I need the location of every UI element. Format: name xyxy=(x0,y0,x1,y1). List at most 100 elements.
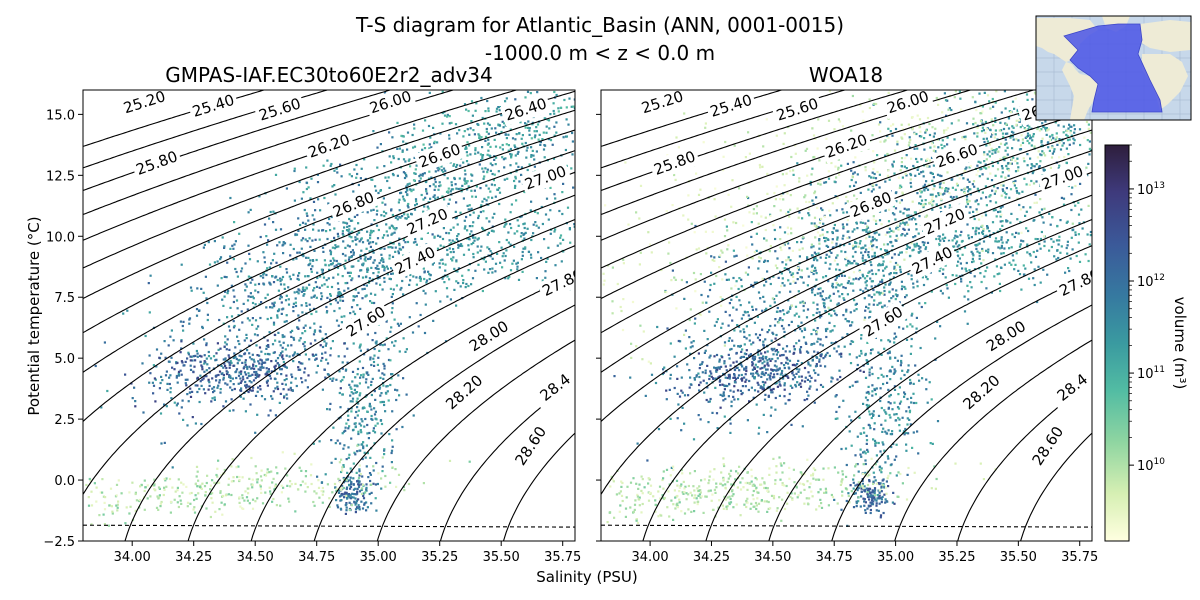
right-density-cell-261 xyxy=(752,341,755,344)
left-density-cell-209 xyxy=(386,179,389,183)
left-density-cell-1602 xyxy=(549,139,553,142)
left-density-cell-2979 xyxy=(545,260,548,263)
left-density-cell-271 xyxy=(285,366,288,369)
left-density-cell-1973 xyxy=(225,348,228,351)
left-density-cell-1273 xyxy=(321,284,324,287)
left-density-cell-1525 xyxy=(466,154,469,157)
left-density-cell-840 xyxy=(536,212,539,215)
left-density-cell-1990 xyxy=(274,377,277,381)
right-density-cell-395 xyxy=(810,288,814,292)
left-density-cell-2540 xyxy=(272,477,275,480)
right-density-cell-69 xyxy=(748,301,751,304)
right-density-cell-1472 xyxy=(1087,162,1090,165)
right-density-cell-626 xyxy=(751,305,754,308)
left-density-cell-1674 xyxy=(241,361,244,364)
left-density-cell-123 xyxy=(181,399,184,402)
left-density-cell-1645 xyxy=(222,366,225,369)
left-density-cell-1388 xyxy=(545,131,548,134)
left-density-cell-941 xyxy=(515,199,518,202)
right-density-cell-389 xyxy=(694,317,697,320)
left-density-cell-1672 xyxy=(260,363,263,366)
left-density-cell-2011 xyxy=(353,451,356,454)
left-density-cell-1709 xyxy=(224,364,227,368)
left-density-cell-2095 xyxy=(380,392,383,395)
right-density-cell-659 xyxy=(878,302,881,305)
left-density-cell-1253 xyxy=(304,228,307,231)
right-density-cell-135 xyxy=(875,239,878,242)
right-density-cell-675 xyxy=(802,304,805,308)
left-density-cell-48 xyxy=(257,368,260,371)
left-density-cell-1183 xyxy=(459,164,462,167)
left-density-cell-1864 xyxy=(291,354,295,357)
left-density-cell-2083 xyxy=(367,373,370,376)
left-density-cell-58 xyxy=(309,326,312,329)
right-density-cell-234 xyxy=(688,336,691,339)
right-density-cell-609 xyxy=(817,287,820,291)
right-density-cell-1304 xyxy=(825,237,828,240)
left-density-cell-420 xyxy=(419,313,422,317)
left-density-cell-1305 xyxy=(293,291,296,294)
left-density-cell-1058 xyxy=(433,178,437,181)
right-density-cell-82 xyxy=(878,233,881,236)
right-density-cell-335 xyxy=(835,256,838,259)
left-density-cell-2828 xyxy=(412,241,416,244)
right-density-cell-1495 xyxy=(893,172,896,175)
right-density-cell-1150 xyxy=(879,121,882,124)
left-density-cell-903 xyxy=(322,229,325,232)
right-density-cell-345 xyxy=(909,181,912,185)
left-density-cell-2201 xyxy=(362,376,365,379)
left-xtick-label-3: 34.75 xyxy=(298,550,335,565)
right-density-cell-1155 xyxy=(787,310,790,313)
right-density-cell-709 xyxy=(929,193,932,196)
left-density-cell-490 xyxy=(303,341,306,344)
left-density-cell-1467 xyxy=(536,123,540,126)
right-density-cell-1615 xyxy=(743,376,746,379)
left-density-cell-504 xyxy=(352,299,355,302)
left-density-cell-2583 xyxy=(168,477,172,481)
left-density-cell-1191 xyxy=(457,233,460,236)
left-density-cell-1934 xyxy=(191,359,194,362)
right-density-cell-272 xyxy=(812,269,815,272)
right-density-cell-463 xyxy=(753,281,756,284)
left-density-cell-2502 xyxy=(304,470,308,473)
left-density-cell-128 xyxy=(316,173,319,176)
left-density-cell-1440 xyxy=(475,102,478,105)
left-density-cell-717 xyxy=(425,190,428,193)
left-density-cell-1535 xyxy=(461,188,464,191)
left-density-cell-694 xyxy=(311,265,314,268)
left-density-cell-1701 xyxy=(315,357,318,360)
left-density-cell-208 xyxy=(283,287,286,290)
right-density-cell-1314 xyxy=(859,276,862,280)
right-density-cell-401 xyxy=(903,228,906,231)
left-density-cell-1093 xyxy=(513,179,516,183)
right-density-cell-1105 xyxy=(833,180,836,183)
left-density-cell-668 xyxy=(228,409,231,412)
right-density-cell-1128 xyxy=(766,350,769,353)
left-density-cell-49 xyxy=(373,219,376,222)
right-density-cell-219 xyxy=(854,303,857,306)
right-density-cell-360 xyxy=(805,316,809,319)
left-density-cell-2675 xyxy=(395,485,398,488)
left-density-cell-1508 xyxy=(501,143,504,147)
left-density-cell-725 xyxy=(391,225,395,228)
left-density-cell-749 xyxy=(502,158,505,161)
right-density-cell-315 xyxy=(881,278,884,281)
left-density-cell-1545 xyxy=(463,182,467,185)
left-density-cell-1477 xyxy=(521,134,524,137)
left-density-cell-1662 xyxy=(264,361,267,364)
left-density-cell-2275 xyxy=(348,453,351,456)
left-density-cell-1324 xyxy=(422,143,425,146)
left-density-cell-2795 xyxy=(414,237,417,241)
left-density-cell-2625 xyxy=(282,486,285,489)
left-density-cell-2728 xyxy=(448,459,452,462)
right-density-cell-1131 xyxy=(871,171,874,174)
left-density-cell-2802 xyxy=(559,242,562,245)
left-density-cell-2314 xyxy=(368,472,372,475)
right-density-cell-1095 xyxy=(783,313,786,316)
left-density-cell-2977 xyxy=(561,191,564,194)
left-density-cell-347 xyxy=(195,349,198,353)
right-density-cell-1742 xyxy=(788,359,792,362)
right-density-cell-242 xyxy=(735,280,738,283)
right-density-cell-575 xyxy=(788,392,791,396)
left-density-cell-143 xyxy=(352,253,355,256)
